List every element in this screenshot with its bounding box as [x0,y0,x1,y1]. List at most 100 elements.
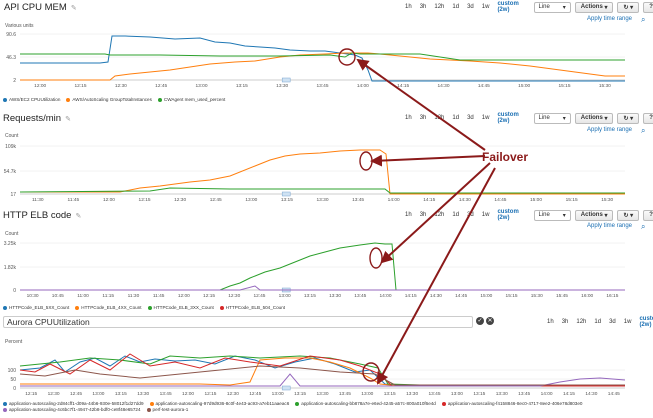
help-button[interactable]: ? [643,1,653,13]
range-1h[interactable]: 1h [405,212,412,218]
range-1w[interactable]: 1w [481,115,490,121]
range-1h[interactable]: 1h [547,319,554,325]
chart-type-select[interactable]: Line ▾ [533,112,571,124]
chart-requests-min: 109k 54.7k 17 11:30 11:45 12:00 12:15 12:30 12:4… [4,144,625,203]
range-12h[interactable]: 12h [576,319,587,325]
x-tick-label: 14:15 [423,197,435,203]
edit-title-icon[interactable]: ✎ [75,213,82,220]
series-line-5xx [20,285,625,291]
actions-button[interactable]: Actions ▾ [574,1,614,13]
range-1d[interactable]: 1d [452,4,460,10]
legend-item[interactable]: AWS/EC2 CPUUtilization [3,97,60,102]
refresh-button[interactable]: ↻ ▾ [617,209,640,221]
range-3h[interactable]: 3h [419,4,427,10]
confirm-icon[interactable]: ✓ [476,317,484,325]
legend-label: application-autoscaling-f4158846-8ec0-47… [447,401,583,406]
x-tick-label: 12:45 [155,83,167,89]
edit-title-icon[interactable]: ✎ [70,5,77,12]
time-scroll-handle[interactable] [281,385,291,391]
range-1w[interactable]: 1w [623,319,632,325]
range-custom[interactable]: custom (2w) [639,316,653,328]
edit-title-icon[interactable]: ✎ [65,116,71,123]
legend-item[interactable]: application-autoscaling-f4158846-8ec0-47… [441,401,583,406]
legend-item[interactable]: application-autoscaling-97d9d936-8c0f-4e… [149,401,289,406]
range-1w[interactable]: 1w [481,212,490,218]
x-tick-label: 16:00 [581,293,593,299]
y-units-label: Percent [5,339,23,345]
range-3d[interactable]: 3d [467,4,474,10]
range-1h[interactable]: 1h [405,115,412,121]
legend-swatch [3,97,7,102]
apply-time-range-link[interactable]: Apply time range [587,16,633,22]
x-tick-label: 13:00 [451,391,463,397]
legend-item[interactable]: AWS/AutoScaling GroupTotalInstances [66,97,152,102]
range-3d[interactable]: 3d [609,319,616,325]
time-toolbar-3: 1h 3h 12h 1d 3d 1w custom (2w) Line▾ Act… [401,209,653,221]
help-button[interactable]: ? [643,209,653,221]
x-tick-label: 13:30 [316,197,328,203]
range-3h[interactable]: 3h [561,319,569,325]
legend-item[interactable]: HTTPCode_ELB_4XX_Count [75,305,142,310]
range-1d[interactable]: 1d [594,319,602,325]
x-tick-label: 12:30 [48,391,60,397]
x-tick-label: 13:15 [473,391,485,397]
series-line-requests [20,149,625,195]
range-1h[interactable]: 1h [405,4,412,10]
legend-swatch [3,401,7,406]
range-custom[interactable]: custom (2w) [497,112,519,124]
refresh-icon: ↻ [623,115,629,122]
apply-time-range-link[interactable]: Apply time range [587,223,633,229]
chart-type-select[interactable]: Line ▾ [533,209,571,221]
legend-swatch [3,407,7,412]
legend-label: perf-test-aurora-1 [152,407,189,412]
time-scroll-handle[interactable] [281,77,291,83]
range-12h[interactable]: 12h [434,4,445,10]
chart-type-select[interactable]: Line ▾ [533,1,571,13]
aurora-title-field[interactable]: Aurora CPUUtilization [3,316,473,328]
range-1d[interactable]: 1d [452,212,460,218]
x-tick-label: 14:00 [380,293,392,299]
x-tick-label: 12:00 [34,83,46,89]
range-custom[interactable]: custom (2w) [497,1,519,13]
legend-item[interactable]: HTTPCode_ELB_3XX_Count [147,305,214,310]
cancel-icon[interactable]: ✕ [486,317,494,325]
x-tick-label: 13:30 [329,293,341,299]
search-icon[interactable]: ⌕ [641,126,646,135]
y-tick-label: 1.82k [4,265,17,271]
x-tick-label: 13:45 [352,197,364,203]
legend-item[interactable]: application-autoscaling-bb878a7e-e6ed-42… [295,401,436,406]
range-1d[interactable]: 1d [452,115,460,121]
legend-swatch [295,401,300,406]
apply-time-range-link[interactable]: Apply time range [587,127,633,133]
refresh-button[interactable]: ↻ ▾ [617,1,640,13]
y-tick-label: 2 [13,78,16,84]
range-1w[interactable]: 1w [481,4,490,10]
help-button[interactable]: ? [643,112,653,124]
x-tick-label: 15:30 [599,83,611,89]
failover-highlight-circle [338,48,356,66]
range-3d[interactable]: 3d [467,115,474,121]
x-tick-label: 15:15 [566,197,578,203]
legend-item[interactable]: application-autoscaling-2d84cff1-d09a-44… [3,401,144,406]
x-tick-label: 10:45 [52,293,64,299]
range-12h[interactable]: 12h [434,212,445,218]
range-3h[interactable]: 3h [419,115,427,121]
legend-item[interactable]: perf-test-aurora-1 [146,407,189,412]
chart-http-elb-code: 3.25k 1.82k 0 10:30 10:45 11:00 11:15 11:30 11:4… [4,241,625,299]
range-3h[interactable]: 3h [419,212,427,218]
search-icon[interactable]: ⌕ [641,222,646,231]
x-tick-label: 12:30 [227,391,239,397]
x-tick-label: 15:30 [531,293,543,299]
series-line-3xx [20,242,625,291]
y-tick-label: 46.3 [6,55,16,61]
actions-button[interactable]: Actions ▾ [574,209,614,221]
actions-button[interactable]: Actions ▾ [574,112,614,124]
range-custom[interactable]: custom (2w) [497,209,519,221]
refresh-button[interactable]: ↻ ▾ [617,112,640,124]
search-icon[interactable]: ⌕ [641,15,646,24]
time-scroll-handle[interactable] [281,191,291,197]
legend-item[interactable]: HTTPCode_ELB_504_Count [219,305,285,310]
legend-item[interactable]: CWAgent mem_used_percent [157,97,225,102]
legend-item[interactable]: application-autoscaling-4c6bc7f1-4947-42… [3,407,141,412]
legend-item[interactable]: HTTPCode_ELB_5XX_Count [3,305,69,310]
